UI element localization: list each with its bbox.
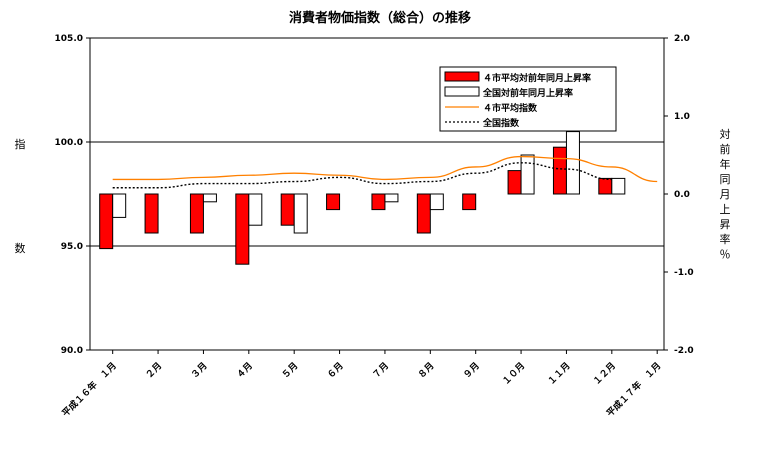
bar (462, 193, 477, 211)
lines (112, 155, 658, 189)
y2-axis-label: 年 (720, 157, 731, 171)
x-tick-label: ７月 (371, 360, 392, 381)
bar (507, 170, 522, 195)
x-tick-label: １２月 (591, 360, 618, 387)
bar (99, 193, 114, 250)
y2-axis-label: ％ (720, 248, 731, 261)
bar (293, 193, 308, 234)
bar (598, 177, 613, 195)
y2-tick-label: 2.0 (674, 34, 690, 44)
bar (565, 131, 580, 195)
y-tick-label: 90.0 (61, 346, 83, 356)
bar (144, 193, 159, 234)
y2-axis-label: 前 (720, 142, 731, 156)
bar (280, 193, 295, 226)
y-axis-label: 数 (15, 242, 26, 255)
bar (384, 193, 399, 203)
bar (202, 193, 217, 203)
y-axis-label: 指 (15, 137, 26, 151)
x-tick-label: ５月 (280, 360, 301, 381)
y-axis-right: -2.0 -1.0 0.0 1.0 2.0 (664, 34, 694, 356)
x-tick-label: ９月 (461, 360, 482, 381)
y2-axis-label: 昇 (720, 218, 731, 231)
bar (611, 177, 626, 195)
bar (112, 193, 127, 218)
x-tick-label: ４月 (234, 360, 255, 381)
bar (371, 193, 386, 211)
series-line (112, 162, 612, 189)
bar (416, 193, 431, 234)
bar (189, 193, 204, 234)
bars (99, 131, 626, 265)
legend-label: ４市平均指数 (483, 102, 538, 114)
bar (248, 193, 263, 226)
bar (552, 146, 567, 195)
y-tick-label: 95.0 (61, 242, 83, 252)
x-tick-label: ２月 (144, 360, 165, 381)
x-tick-label: ８月 (416, 360, 437, 381)
legend-swatch (444, 71, 480, 82)
axis-labels: 指数 対前年同月上昇率 ％ (15, 127, 731, 261)
x-tick-label: ６月 (325, 360, 346, 381)
x-tick-label: 平成１６年 １月 (59, 360, 118, 419)
legend-swatch (444, 86, 480, 97)
chart-title: 消費者物価指数（総合）の推移 (289, 10, 471, 26)
bar (235, 193, 250, 265)
legend-label: 全国指数 (482, 117, 520, 129)
y-tick-label: 100.0 (55, 138, 83, 148)
y2-tick-label: -2.0 (674, 346, 694, 356)
y2-tick-label: 0.0 (674, 190, 690, 200)
y-tick-label: 105.0 (55, 34, 83, 44)
x-tick-label: ３月 (189, 360, 210, 381)
legend-label: ４市平均対前年同月上昇率 (483, 72, 591, 84)
y2-axis-label: 率 (720, 232, 731, 246)
bar (326, 193, 341, 211)
y2-tick-label: -1.0 (674, 268, 694, 278)
y-axis-left: 90.0 95.0 100.0 105.0 (55, 34, 90, 356)
series-line (112, 155, 658, 183)
y2-axis-label: 上 (720, 203, 731, 216)
legend-label: 全国対前年同月上昇率 (482, 87, 573, 99)
x-tick-label: １０月 (500, 360, 527, 387)
y2-axis-label: 対 (720, 127, 731, 141)
y2-axis-label: 同 (720, 173, 731, 186)
y2-axis-label: 月 (720, 188, 731, 201)
y2-tick-label: 1.0 (674, 112, 690, 122)
x-tick-label: １１月 (546, 360, 573, 387)
bar (429, 193, 444, 211)
bar (520, 154, 535, 195)
